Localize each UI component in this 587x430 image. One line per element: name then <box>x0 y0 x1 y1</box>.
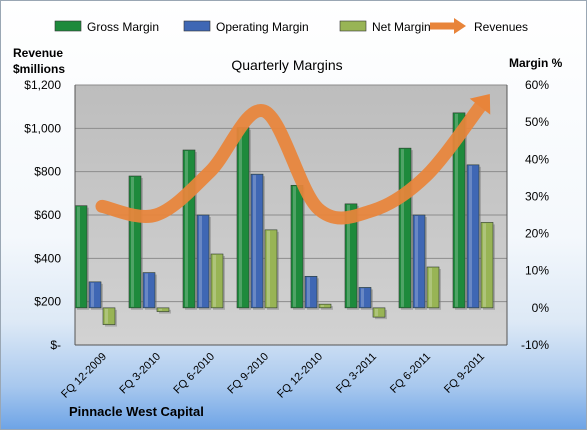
left-axis-title-line2: $millions <box>13 62 65 76</box>
revenue-line-path <box>95 100 487 225</box>
bar-highlight <box>159 308 162 311</box>
right-tick-label: 0% <box>532 301 550 315</box>
bar-highlight <box>199 216 202 307</box>
bar-highlight <box>415 216 418 307</box>
right-tick-label: 60% <box>525 78 549 92</box>
revenue-line <box>95 94 491 225</box>
bar-net-margin <box>264 229 278 309</box>
revenue-arrowhead <box>469 94 491 115</box>
left-tick-label: $200 <box>34 295 61 309</box>
left-tick-label: $600 <box>34 208 61 222</box>
bar-highlight <box>239 128 242 307</box>
bar-highlight <box>361 288 364 307</box>
bar-highlight <box>401 149 404 307</box>
bar-series <box>74 112 495 327</box>
bar-net-margin <box>102 307 116 325</box>
legend-label: Revenues <box>474 20 528 34</box>
bar-operating-margin <box>412 214 426 309</box>
bar-gross-margin <box>344 203 358 309</box>
bar-operating-margin <box>250 173 264 309</box>
bar-gross-margin <box>290 184 304 309</box>
bar-highlight <box>131 177 134 307</box>
left-tick-label: $- <box>50 338 61 352</box>
bar-gross-margin <box>398 147 412 309</box>
bar-operating-margin <box>142 272 156 309</box>
category-label: FQ 6-2011 <box>388 351 433 396</box>
right-axis-title: Margin % <box>509 56 563 70</box>
bar-net-margin <box>480 222 494 309</box>
bar-highlight <box>375 308 378 317</box>
category-label: FQ 3-2010 <box>117 351 163 397</box>
bar-highlight <box>469 165 472 307</box>
left-tick-label: $1,200 <box>24 78 61 92</box>
bar-highlight <box>347 204 350 307</box>
right-tick-label: 20% <box>525 227 549 241</box>
category-label: FQ 9-2010 <box>225 351 271 397</box>
legend-swatch <box>339 20 367 32</box>
bar-net-margin <box>156 307 170 312</box>
right-tick-label: 30% <box>525 189 549 203</box>
legend-swatch <box>54 20 82 32</box>
bar-highlight <box>321 305 324 307</box>
left-tick-label: $1,000 <box>24 121 61 135</box>
category-label: FQ 9-2011 <box>442 351 487 396</box>
bar-highlight <box>213 255 216 307</box>
bar-operating-margin <box>466 164 480 309</box>
bar-highlight <box>483 223 486 307</box>
category-label: FQ 3-2011 <box>334 351 379 396</box>
chart-title: Quarterly Margins <box>231 57 342 73</box>
bar-highlight <box>455 113 458 307</box>
bar-highlight <box>429 268 432 307</box>
bar-highlight <box>307 277 310 307</box>
bar-highlight <box>77 206 80 307</box>
right-tick-label: 10% <box>525 264 549 278</box>
left-axis-title-line1: Revenue <box>13 46 63 60</box>
bar-net-margin <box>372 307 386 318</box>
bar-operating-margin <box>88 281 102 309</box>
legend-label: Gross Margin <box>87 20 159 34</box>
bar-gross-margin <box>236 127 250 309</box>
legend: Gross Margin Operating Margin Net Margin Re… <box>54 18 528 34</box>
bar-highlight <box>293 186 296 307</box>
company-name: Pinnacle West Capital <box>69 404 204 419</box>
category-label: FQ 6-2010 <box>171 351 217 397</box>
legend-arrow <box>454 18 466 34</box>
bar-net-margin <box>426 266 440 309</box>
legend-swatch <box>183 20 211 32</box>
right-tick-label: 50% <box>525 115 549 129</box>
category-label: FQ 12-2009 <box>59 351 109 401</box>
bar-net-margin <box>318 303 332 309</box>
bar-highlight <box>253 175 256 307</box>
bar-highlight <box>91 282 94 307</box>
right-tick-label: -10% <box>521 338 549 352</box>
category-label: FQ 12-2010 <box>275 351 325 401</box>
bar-gross-margin <box>128 175 142 309</box>
bar-gross-margin <box>74 205 88 309</box>
bar-operating-margin <box>304 275 318 309</box>
bar-highlight <box>185 151 188 307</box>
bar-gross-margin <box>452 112 466 309</box>
bar-highlight <box>145 273 148 307</box>
bar-highlight <box>105 308 108 324</box>
bar-highlight <box>267 230 270 307</box>
right-tick-label: 40% <box>525 152 549 166</box>
bar-net-margin <box>210 253 224 309</box>
bar-gross-margin <box>182 149 196 309</box>
bar-operating-margin <box>358 287 372 309</box>
bar-operating-margin <box>196 214 210 309</box>
legend-label: Net Margin <box>372 20 431 34</box>
legend-label: Operating Margin <box>216 20 309 34</box>
left-tick-label: $400 <box>34 251 61 265</box>
left-tick-label: $800 <box>34 165 61 179</box>
